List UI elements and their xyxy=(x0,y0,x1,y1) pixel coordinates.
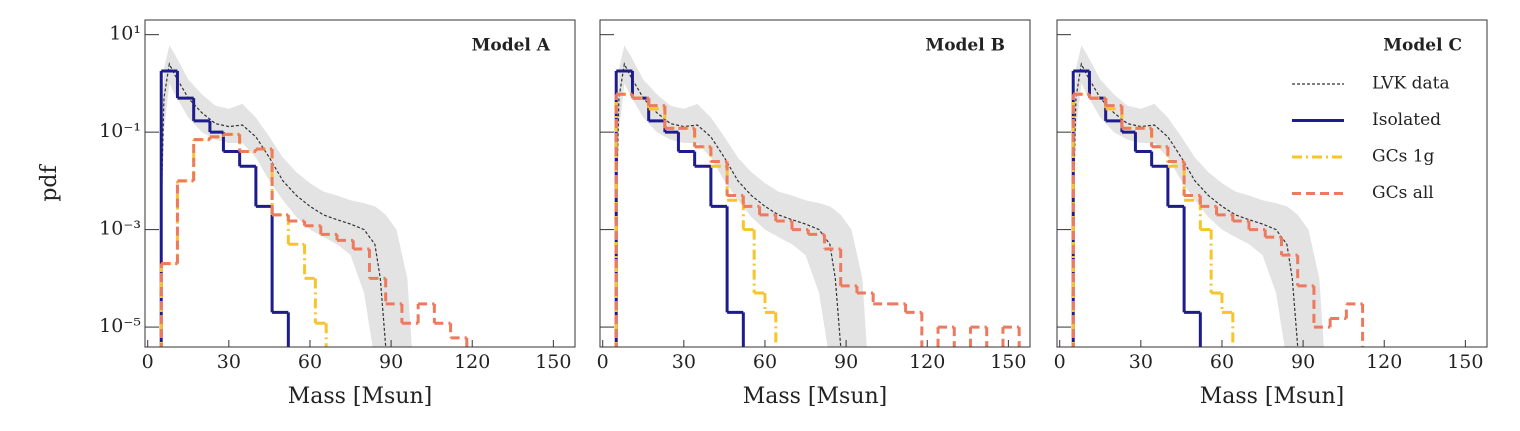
y-tick-label: 10⁻⁵ xyxy=(99,315,141,337)
x-tick-label: 120 xyxy=(909,351,945,373)
x-axis-label: Mass [Msun] xyxy=(1200,384,1345,409)
x-tick-label: 30 xyxy=(1129,351,1153,373)
x-tick-label: 90 xyxy=(834,351,858,373)
legend: LVK data Isolated GCs 1g GCs all xyxy=(1292,74,1450,203)
y-tick-label: 10⁻¹ xyxy=(99,120,141,142)
panel: 0 30 60 90 120 150 Model C Mass [Msun] LVK data I… xyxy=(1054,19,1488,409)
panel: 0 30 60 90 120 150 Model B Mass [Msun] xyxy=(597,19,1031,409)
x-tick-label: 90 xyxy=(379,351,403,373)
x-tick-label: 0 xyxy=(142,351,154,373)
lvk-line xyxy=(1072,62,1299,347)
x-axis-label: Mass [Msun] xyxy=(743,384,888,409)
panel-title: Model B xyxy=(925,36,1005,56)
x-tick-label: 120 xyxy=(454,351,490,373)
x-tick-label: 150 xyxy=(1447,351,1483,373)
y-tick-label: 10¹ xyxy=(109,23,141,45)
legend-label: Isolated xyxy=(1372,110,1441,130)
x-tick-label: 150 xyxy=(990,351,1026,373)
x-tick-label: 0 xyxy=(1054,351,1066,373)
legend-label: LVK data xyxy=(1372,74,1450,94)
lvk-line xyxy=(160,62,387,347)
plot-area xyxy=(614,45,1021,347)
panel: 0 30 60 90 120 150 10¹ 10⁻¹ 10⁻³ 10⁻⁵ Model A Mass … xyxy=(37,19,576,409)
uncertainty-band xyxy=(161,45,412,347)
x-tick-label: 0 xyxy=(597,351,609,373)
y-tick-label: 10⁻³ xyxy=(99,218,141,240)
x-tick-label: 60 xyxy=(1210,351,1234,373)
axes-frame xyxy=(144,19,576,348)
legend-label: GCs all xyxy=(1372,183,1434,203)
plot-area xyxy=(1071,45,1365,347)
x-axis-label: Mass [Msun] xyxy=(288,384,433,409)
x-tick-label: 30 xyxy=(217,351,241,373)
legend-label: GCs 1g xyxy=(1372,147,1435,167)
plot-area xyxy=(159,45,469,347)
x-tick-label: 30 xyxy=(672,351,696,373)
lvk-line xyxy=(615,62,842,347)
axes-frame xyxy=(1056,19,1488,348)
x-tick-label: 60 xyxy=(753,351,777,373)
y-axis-label: pdf xyxy=(37,163,62,201)
x-tick-label: 90 xyxy=(1291,351,1315,373)
x-tick-label: 120 xyxy=(1366,351,1402,373)
x-tick-label: 150 xyxy=(535,351,571,373)
x-tick-label: 60 xyxy=(298,351,322,373)
panel-title: Model A xyxy=(472,36,551,56)
axes-frame xyxy=(599,19,1031,348)
panel-title: Model C xyxy=(1383,36,1462,56)
